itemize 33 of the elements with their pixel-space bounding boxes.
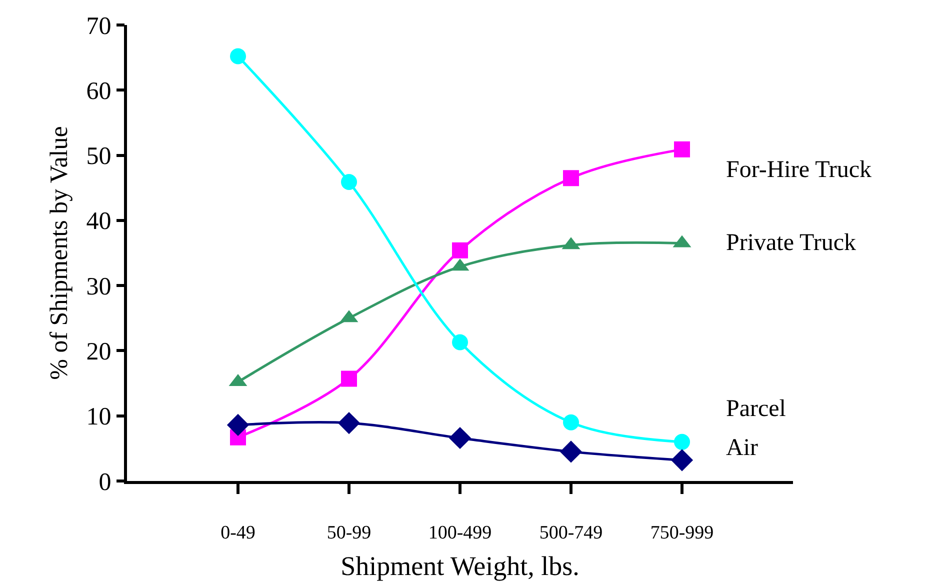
x-tick-label: 500-749 [539, 522, 603, 544]
y-tick-label: 40 [86, 208, 112, 236]
point [452, 242, 468, 258]
point [563, 170, 579, 186]
point [560, 440, 582, 463]
x-tick-label: 100-499 [428, 522, 492, 544]
y-tick-label: 20 [86, 338, 112, 366]
point [341, 174, 357, 190]
point [230, 48, 246, 64]
point [674, 434, 690, 450]
series-label: Air [726, 435, 758, 461]
point [563, 414, 579, 430]
y-tick-label: 10 [86, 404, 112, 431]
y-tick-label: 0 [98, 468, 112, 496]
point [448, 426, 472, 450]
point [452, 334, 468, 350]
x-tick-label: 50-99 [326, 522, 372, 544]
point [670, 449, 694, 472]
series-label: Private Truck [726, 230, 856, 256]
y-tick-label: 70 [86, 12, 112, 40]
series-label: Parcel [726, 396, 786, 422]
point [226, 414, 250, 436]
point [674, 141, 690, 158]
point [341, 370, 357, 387]
point [338, 412, 360, 434]
x-tick-label: 0-49 [220, 522, 256, 544]
y-tick-label: 60 [86, 78, 112, 105]
y-tick-label: 30 [86, 273, 112, 300]
x-tick-label: 750-999 [650, 522, 714, 544]
y-axis-title: % of Shipments by Value [46, 126, 73, 380]
series-label: For-Hire Truck [726, 157, 872, 183]
y-tick-label: 50 [86, 143, 112, 170]
x-axis-title: Shipment Weight, lbs. [340, 550, 580, 581]
